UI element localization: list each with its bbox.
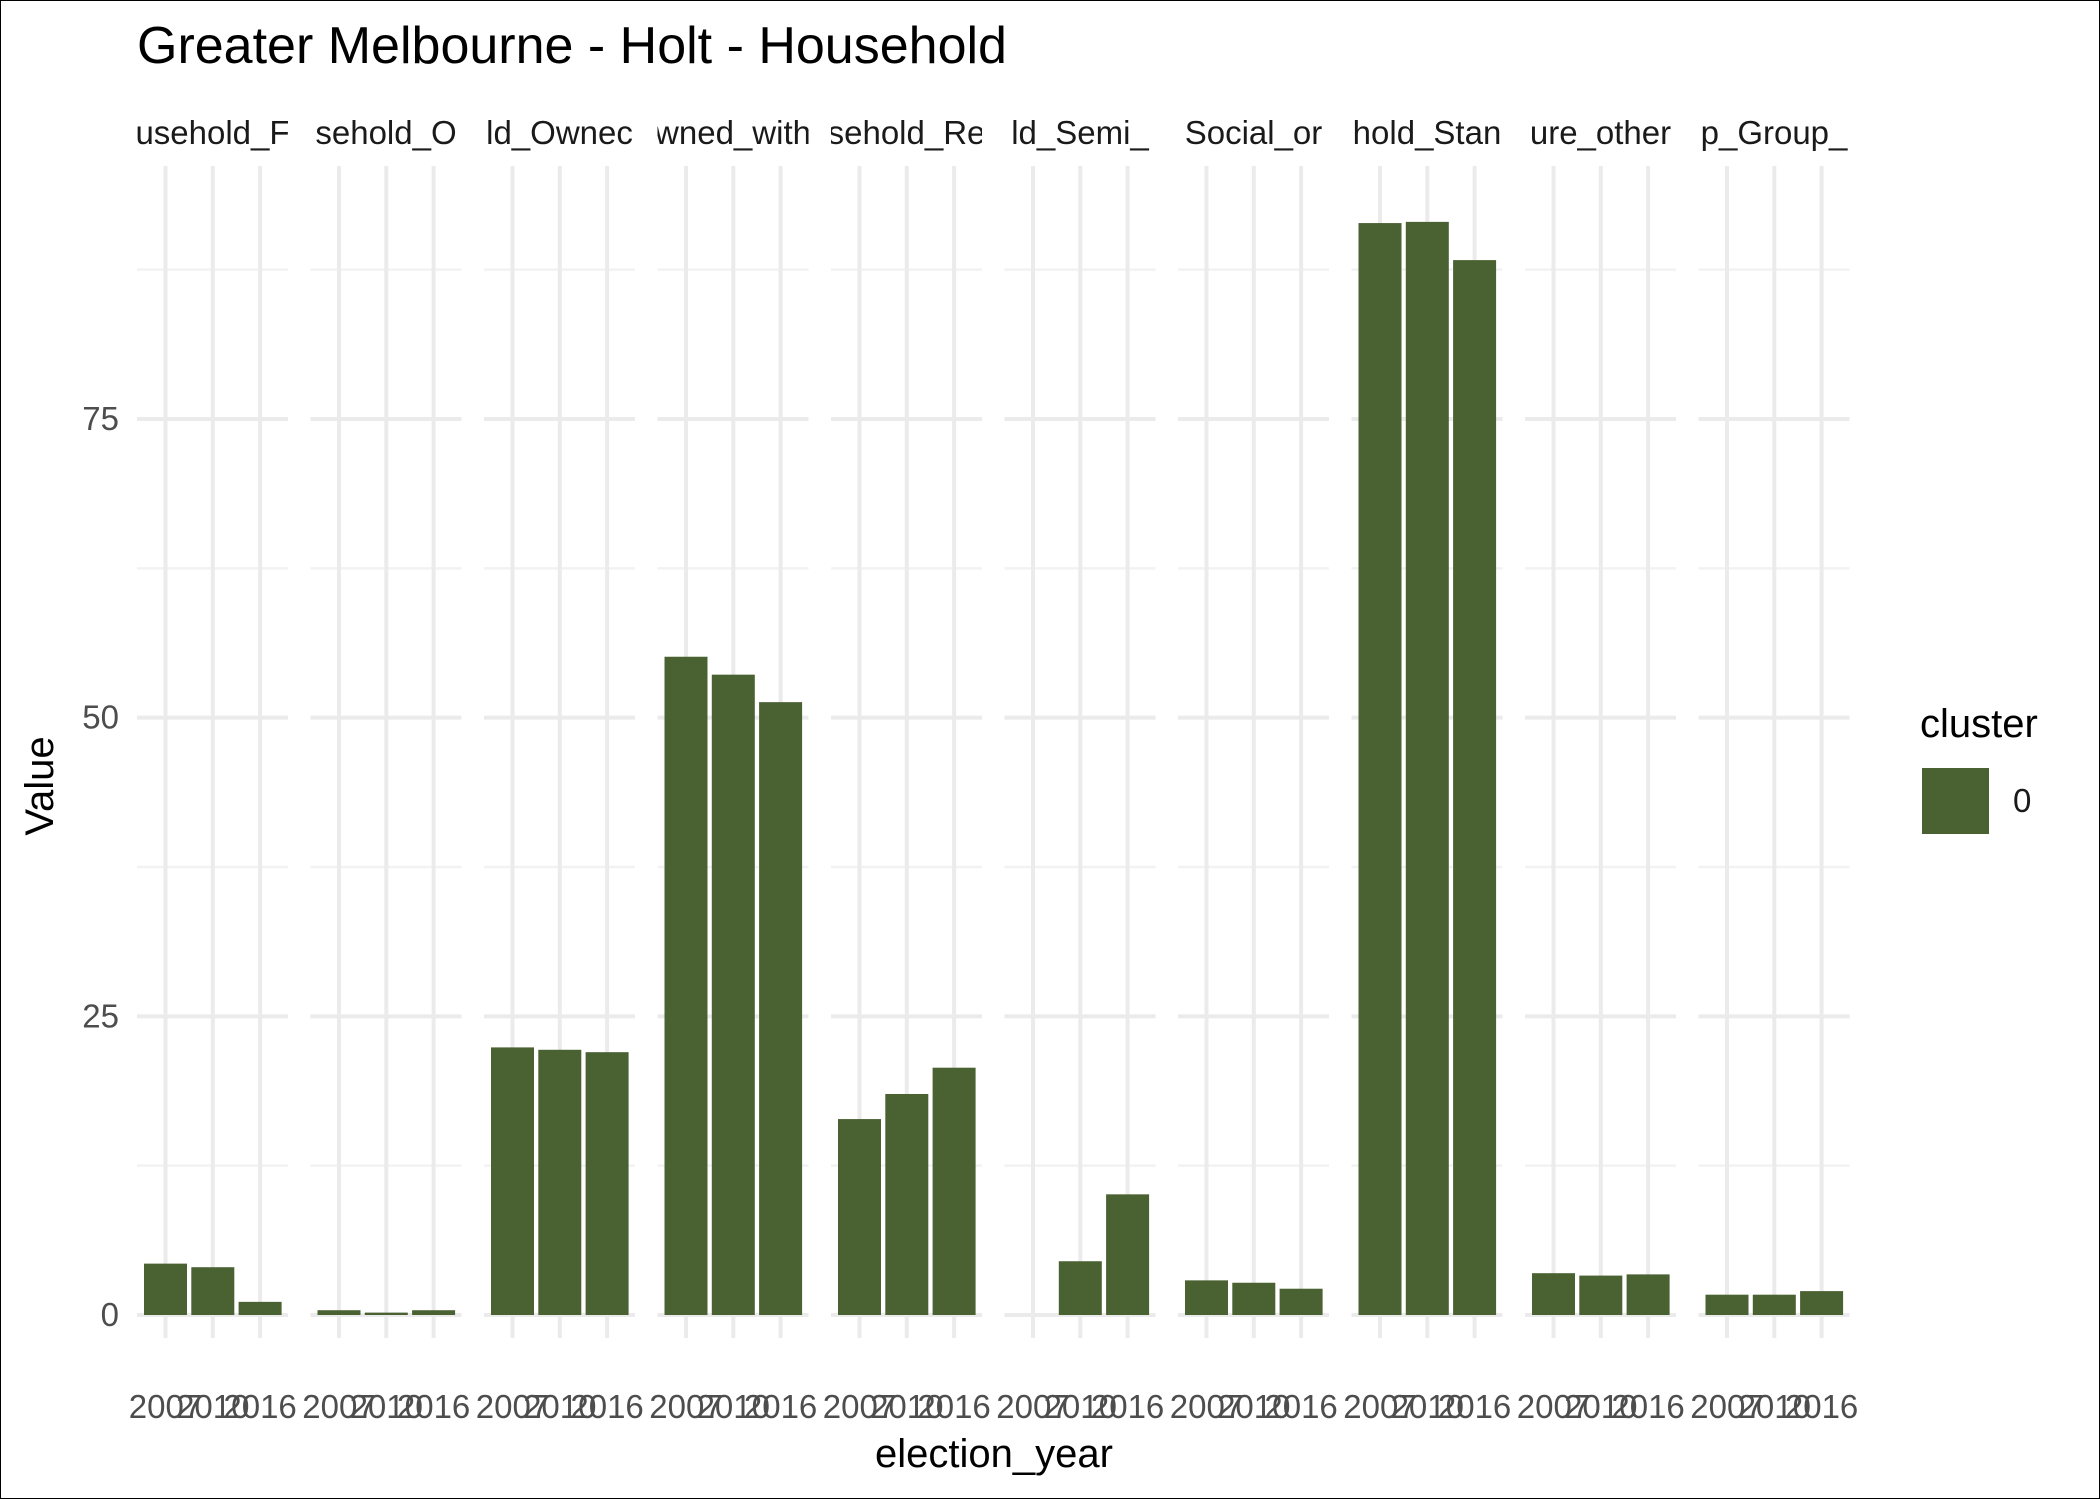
x-tick-label: 2016 bbox=[1785, 1388, 1858, 1425]
x-tick-label: 2010 bbox=[176, 1388, 249, 1425]
x-tick-label: 2016 bbox=[1611, 1388, 1684, 1425]
bar bbox=[364, 1312, 408, 1315]
bar bbox=[1279, 1288, 1323, 1315]
x-tick-label: 2010 bbox=[1391, 1388, 1464, 1425]
x-tick-label: 2007 bbox=[1170, 1388, 1243, 1425]
bar bbox=[711, 674, 755, 1315]
facet-strip-label: sehold_Re bbox=[828, 114, 986, 151]
x-tick-label: 2016 bbox=[397, 1388, 470, 1425]
bar bbox=[1185, 1280, 1228, 1315]
bar bbox=[1705, 1294, 1749, 1315]
facet-strip-label: wned_with bbox=[654, 114, 811, 151]
bar bbox=[1752, 1294, 1796, 1315]
bar bbox=[491, 1047, 534, 1315]
x-tick-label: 2016 bbox=[223, 1388, 296, 1425]
bar bbox=[238, 1301, 282, 1315]
bar bbox=[144, 1263, 187, 1315]
bar bbox=[1232, 1282, 1276, 1315]
x-tick-label: 2007 bbox=[996, 1388, 1069, 1425]
x-tick-label: 2010 bbox=[1217, 1388, 1290, 1425]
bar bbox=[538, 1049, 582, 1315]
x-tick-label: 2010 bbox=[697, 1388, 770, 1425]
x-tick-label: 2016 bbox=[1438, 1388, 1511, 1425]
bar bbox=[1358, 223, 1402, 1315]
bar bbox=[1626, 1274, 1670, 1315]
y-tick-label: 75 bbox=[82, 400, 119, 437]
chart-title: Greater Melbourne - Holt - Household bbox=[137, 17, 1007, 75]
facet-strip-label: hold_Stan bbox=[1353, 114, 1502, 151]
y-axis: 0 25 50 75 bbox=[82, 400, 119, 1333]
x-tick-label: 2010 bbox=[523, 1388, 596, 1425]
bar bbox=[1579, 1275, 1623, 1315]
x-tick-label: 2010 bbox=[1564, 1388, 1637, 1425]
bar bbox=[759, 702, 803, 1315]
x-tick-label: 2016 bbox=[744, 1388, 817, 1425]
x-tick-label: 2010 bbox=[1738, 1388, 1811, 1425]
x-tick-label: 2007 bbox=[649, 1388, 722, 1425]
legend-title: cluster bbox=[1920, 702, 2038, 746]
bar bbox=[664, 656, 708, 1315]
y-axis-title: Value bbox=[18, 736, 62, 835]
facet-strip-label: ure_other bbox=[1530, 114, 1671, 151]
bar bbox=[1532, 1273, 1575, 1315]
x-tick-label: 2007 bbox=[1517, 1388, 1590, 1425]
facet-panels: 200720102016usehold_F200720102016sehold_… bbox=[129, 114, 1859, 1425]
bar bbox=[1058, 1261, 1102, 1315]
y-tick-label: 25 bbox=[82, 997, 119, 1034]
legend: cluster 0 bbox=[1920, 702, 2038, 834]
bar bbox=[838, 1119, 881, 1315]
x-axis-title: election_year bbox=[875, 1432, 1113, 1476]
bar bbox=[932, 1067, 976, 1315]
bar bbox=[1106, 1194, 1150, 1315]
facet-strip-label: ld_Semi_ bbox=[1011, 114, 1149, 151]
x-tick-label: 2010 bbox=[870, 1388, 943, 1425]
x-tick-label: 2007 bbox=[1343, 1388, 1416, 1425]
facet-strip-label: sehold_O bbox=[315, 114, 456, 151]
bar bbox=[1800, 1291, 1844, 1315]
x-tick-label: 2010 bbox=[1044, 1388, 1117, 1425]
x-tick-label: 2007 bbox=[1690, 1388, 1763, 1425]
y-tick-label: 0 bbox=[101, 1296, 119, 1333]
legend-key-swatch bbox=[1922, 768, 1989, 834]
x-tick-label: 2007 bbox=[823, 1388, 896, 1425]
x-tick-label: 2016 bbox=[917, 1388, 990, 1425]
facet-strip-label: ld_Ownec bbox=[486, 114, 633, 151]
facet-strip-label: p_Group_ bbox=[1701, 114, 1848, 151]
x-tick-label: 2007 bbox=[129, 1388, 202, 1425]
bar bbox=[412, 1310, 456, 1315]
bar bbox=[317, 1310, 361, 1315]
x-tick-label: 2016 bbox=[1264, 1388, 1337, 1425]
y-tick-label: 50 bbox=[82, 699, 119, 736]
bar bbox=[585, 1052, 629, 1315]
x-tick-label: 2010 bbox=[350, 1388, 423, 1425]
bar bbox=[1405, 221, 1449, 1315]
x-tick-label: 2007 bbox=[302, 1388, 375, 1425]
bar bbox=[191, 1267, 235, 1315]
x-tick-label: 2016 bbox=[570, 1388, 643, 1425]
facet-strip-label: Social_or bbox=[1185, 114, 1323, 151]
bar bbox=[1453, 260, 1497, 1315]
bar bbox=[885, 1093, 929, 1315]
x-tick-label: 2007 bbox=[476, 1388, 549, 1425]
x-tick-label: 2016 bbox=[1091, 1388, 1164, 1425]
legend-label: 0 bbox=[2013, 782, 2031, 819]
facet-strip-label: usehold_F bbox=[135, 114, 289, 151]
